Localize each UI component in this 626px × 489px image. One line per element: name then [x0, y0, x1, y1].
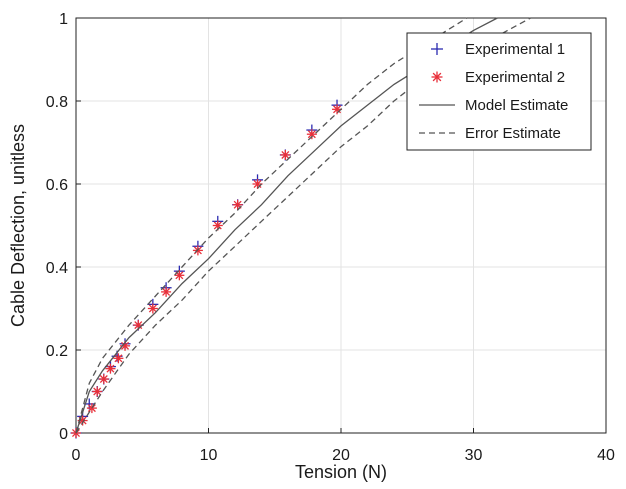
x-tick-label: 30: [465, 447, 483, 464]
experimental-2-point: [86, 403, 97, 414]
legend-box: [406, 32, 592, 151]
experimental-2-point: [232, 199, 243, 210]
x-tick-label: 0: [72, 447, 81, 464]
series-experimental-1: [70, 99, 343, 439]
experimental-2-point: [98, 374, 109, 385]
y-tick-label: 1: [59, 11, 68, 28]
y-axis-title: Cable Deflection, unitless: [8, 124, 28, 327]
experimental-2-point: [174, 270, 185, 281]
x-axis-title: Tension (N): [295, 462, 387, 482]
y-tick-labels: 0 0.2 0.4 0.6 0.8 1: [46, 11, 68, 443]
legend-label: Experimental 2: [465, 69, 565, 86]
x-tick-labels: 0 10 20 30 40: [72, 447, 615, 464]
legend-plus-marker: [431, 43, 443, 55]
legend: Experimental 1 Experimental 2 Model Estima…: [406, 32, 592, 151]
x-tick-label: 10: [200, 447, 218, 464]
experimental-2-point: [105, 363, 116, 374]
y-tick-label: 0.6: [46, 177, 68, 194]
experimental-2-point: [306, 129, 317, 140]
legend-symbol: [431, 43, 443, 55]
series-error-estimate: [75, 17, 468, 434]
legend-label: Model Estimate: [465, 97, 568, 114]
legend-label: Error Estimate: [465, 125, 561, 142]
experimental-2-point: [280, 149, 291, 160]
y-tick-label: 0.4: [46, 260, 68, 277]
legend-symbol: [431, 71, 443, 83]
legend-label: Experimental 1: [465, 41, 565, 58]
y-tick-label: 0: [59, 426, 68, 443]
x-tick-label: 20: [332, 447, 350, 464]
experimental-2-point: [92, 386, 103, 397]
x-tick-label: 40: [597, 447, 615, 464]
experimental-2-point: [147, 303, 158, 314]
error-estimate-line: [75, 17, 468, 434]
legend-asterisk-marker: [431, 71, 443, 83]
experimental-2-point: [161, 286, 172, 297]
y-tick-label: 0.8: [46, 94, 68, 111]
y-tick-label: 0.2: [46, 343, 68, 360]
experimental-2-point: [113, 353, 124, 364]
series-experimental-2: [71, 104, 343, 438]
